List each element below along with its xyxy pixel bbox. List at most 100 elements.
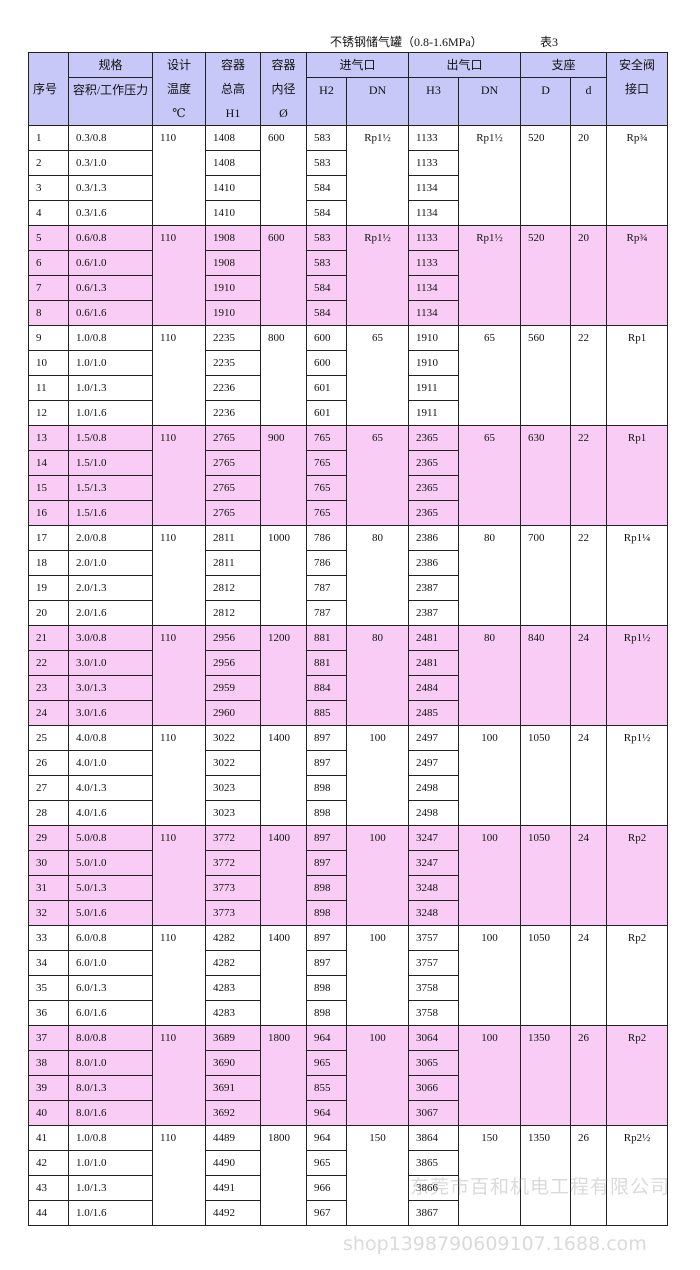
table-row: 8 0.6/1.6 1910 584 1134 (28, 300, 668, 326)
seq-cell: 36 (28, 1000, 69, 1026)
table-row: 31 5.0/1.3 3773 898 3248 (28, 875, 668, 901)
spec-cell: 4.0/1.3 (68, 775, 153, 801)
temp-cell: 110 (152, 825, 206, 926)
height-cell: 3772 (205, 850, 261, 876)
seq-cell: 13 (28, 425, 69, 451)
outlet-h3-cell: 1133 (408, 150, 460, 176)
valve-cell: Rp2 (606, 925, 669, 1026)
inlet-h2-cell: 584 (306, 175, 347, 201)
seq-cell: 3 (28, 175, 69, 201)
inlet-h2-cell: 884 (306, 675, 347, 701)
outlet-h3-cell: 3864 (408, 1125, 460, 1151)
seq-cell: 34 (28, 950, 69, 976)
seq-cell: 43 (28, 1175, 69, 1201)
outlet-h3-cell: 3757 (408, 950, 460, 976)
spec-cell: 5.0/1.3 (68, 875, 153, 901)
seq-cell: 16 (28, 500, 69, 526)
support-D-cell: 1350 (520, 1025, 572, 1126)
seq-cell: 10 (28, 350, 69, 376)
height-cell: 1410 (205, 175, 261, 201)
outlet-h3-cell: 1134 (408, 275, 460, 301)
seq-cell: 1 (28, 125, 69, 151)
table-row: 22 3.0/1.0 2956 881 2481 (28, 650, 668, 676)
inlet-h2-cell: 583 (306, 150, 347, 176)
outlet-dn-cell: Rp1½ (458, 125, 522, 226)
diameter-cell: 800 (260, 325, 307, 426)
spec-cell: 1.0/1.3 (68, 375, 153, 401)
outlet-dn-cell: Rp1½ (458, 225, 522, 326)
inlet-h2-cell: 885 (306, 700, 347, 726)
height-cell: 1408 (205, 150, 261, 176)
height-cell: 1408 (205, 125, 261, 151)
header-inlet-h2: H2 (306, 77, 347, 126)
spec-cell: 2.0/1.0 (68, 550, 153, 576)
outlet-dn-cell: 100 (458, 1025, 522, 1126)
spec-cell: 3.0/1.3 (68, 675, 153, 701)
outlet-dn-cell: 65 (458, 325, 522, 426)
spec-cell: 8.0/1.0 (68, 1050, 153, 1076)
height-cell: 3689 (205, 1025, 261, 1051)
outlet-h3-cell: 2387 (408, 600, 460, 626)
inlet-h2-cell: 601 (306, 400, 347, 426)
header-diameter: 容器 内径 Ø (260, 52, 307, 126)
height-cell: 3773 (205, 875, 261, 901)
valve-cell: Rp¾ (606, 125, 669, 226)
spec-cell: 6.0/1.0 (68, 950, 153, 976)
support-D-cell: 520 (520, 225, 572, 326)
inlet-dn-cell: 100 (345, 1025, 410, 1126)
inlet-h2-cell: 765 (306, 425, 347, 451)
spec-cell: 0.6/1.0 (68, 250, 153, 276)
watermark-shop: shop1398790609107.1688.com (343, 1233, 647, 1255)
outlet-h3-cell: 2497 (408, 750, 460, 776)
seq-cell: 2 (28, 150, 69, 176)
inlet-dn-cell: 80 (345, 525, 410, 626)
spec-cell: 4.0/1.6 (68, 800, 153, 826)
header-outlet-dn: DN (458, 77, 522, 126)
support-d-cell: 22 (570, 525, 608, 626)
table-row: 21 3.0/0.8 110 2956 1200 881 80 2481 80 840 24 Rp1½ (28, 625, 669, 726)
table-row: 23 3.0/1.3 2959 884 2484 (28, 675, 668, 701)
inlet-h2-cell: 765 (306, 450, 347, 476)
outlet-h3-cell: 1133 (408, 250, 460, 276)
diameter-cell: 900 (260, 425, 307, 526)
height-cell: 1410 (205, 200, 261, 226)
height-cell: 3022 (205, 750, 261, 776)
header-outlet: 出气口 (408, 52, 522, 78)
table-title: 不锈钢储气罐（0.8-1.6MPa） (330, 35, 483, 49)
support-d-cell: 24 (570, 925, 608, 1026)
spec-table: 序号 规格 设计 温度 ℃ 容器 总高 H1 容器 内径 Ø 进气口 出气口 支座 安全阀接… (28, 52, 669, 1226)
support-D-cell: 630 (520, 425, 572, 526)
valve-cell: Rp1½ (606, 725, 669, 826)
valve-cell: Rp2½ (606, 1125, 669, 1226)
table-row: 43 1.0/1.3 4491 966 3866 (28, 1175, 668, 1201)
support-d-cell: 24 (570, 725, 608, 826)
diameter-cell: 600 (260, 125, 307, 226)
inlet-h2-cell: 965 (306, 1050, 347, 1076)
outlet-h3-cell: 2365 (408, 450, 460, 476)
support-d-cell: 26 (570, 1025, 608, 1126)
outlet-h3-cell: 3064 (408, 1025, 460, 1051)
height-cell: 4283 (205, 1000, 261, 1026)
inlet-dn-cell: 100 (345, 725, 410, 826)
spec-cell: 1.5/1.6 (68, 500, 153, 526)
inlet-h2-cell: 897 (306, 725, 347, 751)
height-cell: 4282 (205, 950, 261, 976)
support-d-cell: 22 (570, 425, 608, 526)
outlet-h3-cell: 3867 (408, 1200, 460, 1226)
seq-cell: 28 (28, 800, 69, 826)
height-cell: 2811 (205, 550, 261, 576)
outlet-dn-cell: 65 (458, 425, 522, 526)
table-row: 14 1.5/1.0 2765 765 2365 (28, 450, 668, 476)
height-cell: 3691 (205, 1075, 261, 1101)
outlet-h3-cell: 1910 (408, 325, 460, 351)
header-valve: 安全阀 接口 (606, 52, 669, 126)
temp-cell: 110 (152, 925, 206, 1026)
temp-cell: 110 (152, 525, 206, 626)
height-cell: 3023 (205, 775, 261, 801)
inlet-h2-cell: 787 (306, 575, 347, 601)
seq-cell: 42 (28, 1150, 69, 1176)
outlet-h3-cell: 3248 (408, 900, 460, 926)
inlet-h2-cell: 765 (306, 475, 347, 501)
table-row: 30 5.0/1.0 3772 897 3247 (28, 850, 668, 876)
height-cell: 4489 (205, 1125, 261, 1151)
